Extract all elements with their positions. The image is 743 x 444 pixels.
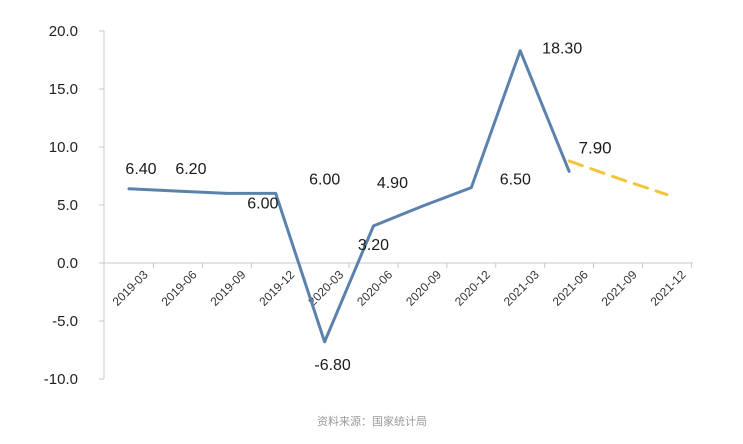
x-tick-label: 2020-09 — [403, 267, 444, 308]
forecast-series-line — [567, 159, 669, 197]
x-tick-label: 2020-06 — [354, 267, 395, 308]
data-point — [421, 205, 423, 207]
data-point — [617, 177, 619, 179]
data-label: 4.90 — [377, 175, 408, 192]
x-tick-label: 2019-03 — [110, 267, 151, 308]
x-tick-label: 2021-12 — [648, 267, 689, 308]
x-tick-label: 2021-03 — [501, 267, 542, 308]
data-point — [128, 188, 130, 190]
data-point — [226, 192, 228, 194]
x-axis: 2019-03 2019-06 2019-09 2019-12 2020-03 2020-… — [104, 262, 693, 309]
x-tick-label: 2019-12 — [256, 267, 297, 308]
data-point — [568, 160, 570, 162]
x-tick-label: 2019-09 — [207, 267, 248, 308]
y-tick-label: -5.0 — [52, 313, 78, 330]
data-label: 3.20 — [358, 237, 389, 254]
x-tick-label: 2019-06 — [159, 267, 200, 308]
data-point — [275, 192, 277, 194]
source-note: 资料来源：国家统计局 — [317, 414, 427, 428]
y-tick-label: 10.0 — [49, 139, 78, 156]
data-label: 6.20 — [175, 161, 206, 178]
x-tick-label: 2021-09 — [599, 267, 640, 308]
data-point — [568, 170, 570, 172]
data-point — [470, 187, 472, 189]
data-label: 6.40 — [125, 161, 156, 178]
y-tick-label: 0.0 — [57, 255, 78, 272]
y-axis: 20.0 15.0 10.0 5.0 0.0 -5.0 -10.0 — [44, 23, 105, 388]
data-point — [177, 190, 179, 192]
y-tick-label: -10.0 — [44, 371, 78, 388]
series-layer — [127, 49, 669, 344]
data-point — [373, 225, 374, 227]
data-label: 6.50 — [500, 172, 531, 189]
data-label: 6.00 — [247, 195, 278, 212]
data-point — [324, 341, 326, 343]
data-point — [666, 194, 668, 196]
x-tick-label: 2020-12 — [452, 267, 493, 308]
data-label: -6.80 — [314, 357, 351, 374]
data-label: 18.30 — [542, 41, 582, 58]
data-label: 6.00 — [309, 171, 340, 188]
actual-series-line — [127, 49, 571, 344]
data-point — [519, 50, 521, 52]
y-tick-label: 15.0 — [49, 81, 78, 98]
y-tick-label: 5.0 — [57, 197, 78, 214]
x-tick-label: 2021-06 — [550, 267, 591, 308]
data-labels: 6.40 6.20 6.00 6.00 -6.80 3.20 4.90 6.50 18.30 7.… — [125, 41, 611, 374]
data-label: 7.90 — [579, 138, 612, 157]
y-tick-label: 20.0 — [49, 23, 78, 40]
